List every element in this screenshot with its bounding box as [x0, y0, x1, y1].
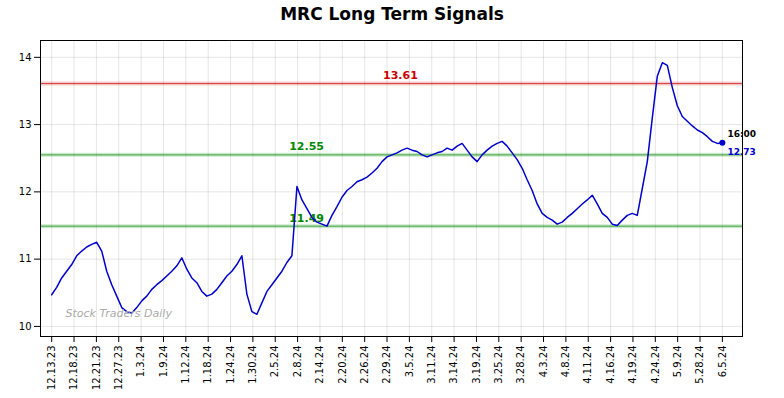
svg-text:12.13.23: 12.13.23 — [46, 346, 57, 391]
svg-text:3.25.24: 3.25.24 — [493, 346, 504, 384]
svg-text:13: 13 — [19, 119, 32, 130]
svg-text:12.55: 12.55 — [289, 140, 324, 153]
svg-text:3.11.24: 3.11.24 — [426, 346, 437, 384]
svg-text:4.11.24: 4.11.24 — [582, 346, 593, 384]
svg-text:12.21.23: 12.21.23 — [91, 346, 102, 391]
svg-text:5.9.24: 5.9.24 — [672, 346, 683, 378]
svg-text:1.18.24: 1.18.24 — [202, 346, 213, 384]
svg-text:2.8.24: 2.8.24 — [292, 346, 303, 378]
svg-text:2.5.24: 2.5.24 — [269, 346, 280, 378]
svg-text:3.5.24: 3.5.24 — [404, 346, 415, 378]
svg-text:Stock Traders Daily: Stock Traders Daily — [66, 307, 173, 320]
svg-text:12.73: 12.73 — [727, 147, 755, 157]
svg-text:1.24.24: 1.24.24 — [225, 346, 236, 384]
svg-text:1.12.24: 1.12.24 — [180, 346, 191, 384]
svg-text:3.28.24: 3.28.24 — [515, 346, 526, 384]
svg-text:12: 12 — [19, 186, 32, 197]
svg-text:5.28.24: 5.28.24 — [694, 346, 705, 384]
svg-text:3.14.24: 3.14.24 — [448, 346, 459, 384]
svg-text:2.26.24: 2.26.24 — [359, 346, 370, 384]
svg-text:16:00: 16:00 — [727, 129, 756, 139]
svg-text:4.24.24: 4.24.24 — [650, 346, 661, 384]
svg-text:11: 11 — [19, 253, 32, 264]
svg-text:1.30.24: 1.30.24 — [247, 346, 258, 384]
svg-text:14: 14 — [19, 52, 32, 63]
svg-text:3.19.24: 3.19.24 — [471, 346, 482, 384]
svg-text:12.27.23: 12.27.23 — [113, 346, 124, 391]
svg-text:6.5.24: 6.5.24 — [717, 346, 728, 378]
svg-text:12.18.23: 12.18.23 — [68, 346, 79, 391]
svg-text:2.14.24: 2.14.24 — [314, 346, 325, 384]
svg-text:2.29.24: 2.29.24 — [381, 346, 392, 384]
svg-text:2.20.24: 2.20.24 — [337, 346, 348, 384]
svg-text:4.3.24: 4.3.24 — [538, 346, 549, 378]
svg-text:4.8.24: 4.8.24 — [560, 346, 571, 378]
svg-text:10: 10 — [19, 321, 32, 332]
svg-text:1.3.24: 1.3.24 — [135, 346, 146, 378]
svg-text:4.19.24: 4.19.24 — [627, 346, 638, 384]
svg-text:13.61: 13.61 — [383, 69, 418, 82]
svg-text:1.9.24: 1.9.24 — [158, 346, 169, 378]
html-text:MRC Long Term Signals: MRC Long Term Signals — [280, 4, 504, 24]
svg-text:4.16.24: 4.16.24 — [605, 346, 616, 384]
